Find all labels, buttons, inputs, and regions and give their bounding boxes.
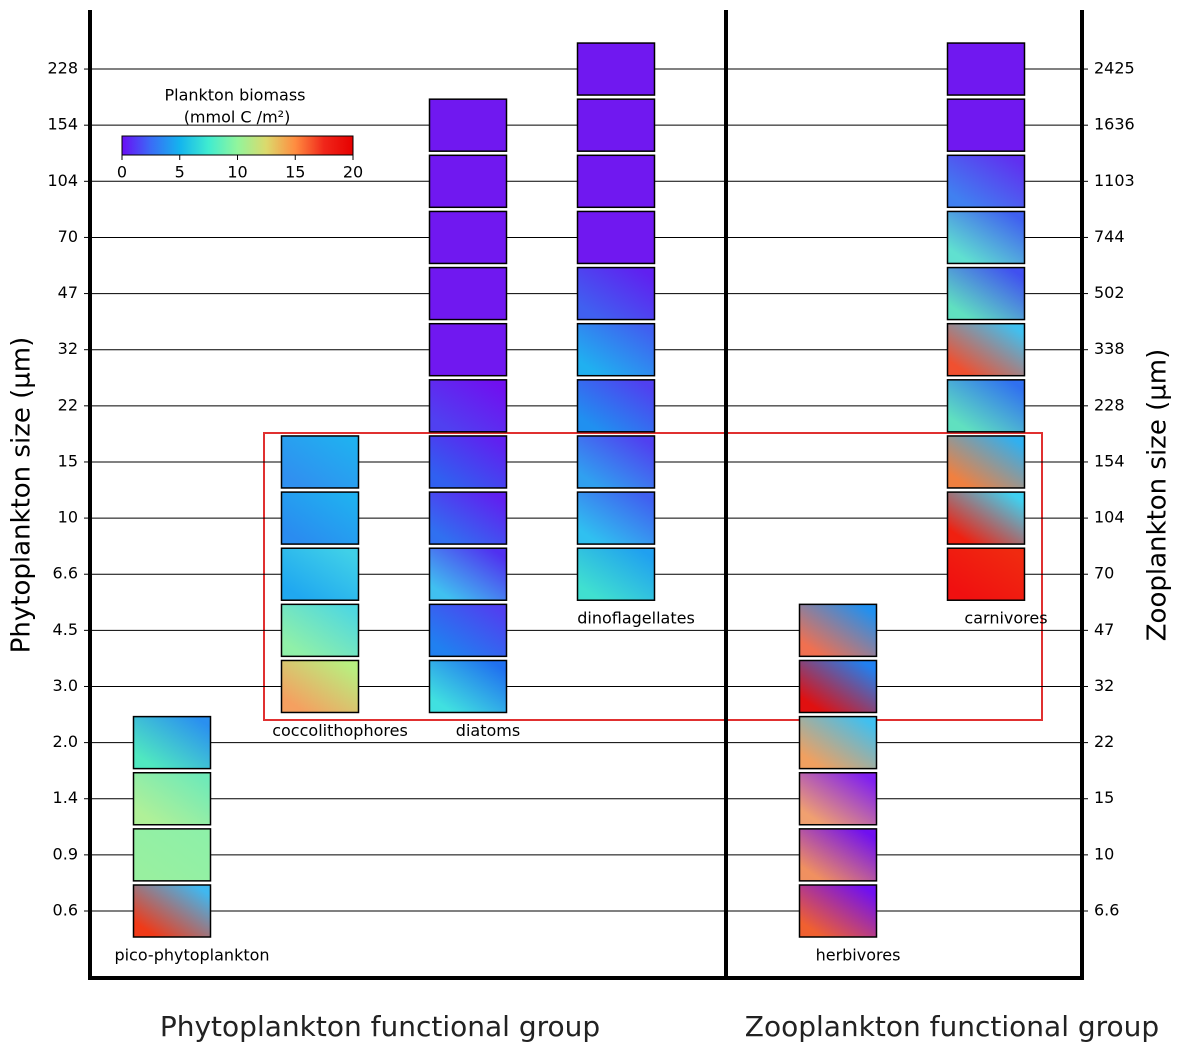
y-tick-label: 1.4 [53, 788, 78, 807]
heatmap-panel [132, 715, 212, 770]
group-label: carnivores [964, 609, 1047, 628]
group-label: diatoms [456, 721, 520, 740]
y-tick-label: 104 [47, 171, 78, 190]
heatmap-panel [946, 379, 1026, 433]
y-tick-label: 2.0 [53, 732, 78, 751]
y2-tick-label: 22 [1094, 732, 1114, 751]
y2-tick-label: 6.6 [1094, 901, 1119, 920]
heatmap-panel [132, 884, 212, 938]
heatmap-panel [280, 547, 360, 601]
heatmap-panel [576, 154, 656, 209]
y-tick-label: 47 [58, 283, 78, 302]
y2-tick-label: 1636 [1094, 115, 1135, 134]
y-tick-label: 0.6 [53, 901, 78, 920]
heatmap-panel [576, 379, 656, 433]
heatmap-panel [576, 210, 656, 265]
y2-tick-label: 502 [1094, 283, 1125, 302]
y-tick-label: 15 [58, 451, 78, 470]
y-tick-label: 228 [47, 59, 78, 78]
colorbar-tick-label: 0 [117, 163, 127, 182]
heatmap-panel [946, 266, 1026, 321]
y-axis-title: Phytoplankton size (µm) [7, 337, 37, 654]
y-tick-label: 154 [47, 115, 78, 134]
y2-tick-label: 1103 [1094, 171, 1135, 190]
heatmap-panel [946, 98, 1026, 152]
heatmap-panel [428, 154, 508, 209]
heatmap-panel [798, 659, 878, 714]
heatmap-panel [798, 771, 878, 826]
heatmap-panel [946, 322, 1026, 377]
colorbar-tick-label: 5 [175, 163, 185, 182]
heatmap-panel [946, 491, 1026, 545]
y-tick-label: 70 [58, 227, 78, 246]
heatmap-panel [576, 98, 656, 152]
heatmap-panel [576, 547, 656, 601]
heatmap-panel [280, 603, 360, 658]
y2-tick-label: 338 [1094, 339, 1125, 358]
heatmap-panel [280, 659, 360, 714]
group-title: Zooplankton functional group [745, 1010, 1159, 1043]
heatmap-panel [576, 322, 656, 377]
heatmap-panel [946, 154, 1026, 209]
y-tick-label: 4.5 [53, 620, 78, 639]
heatmap-panel [428, 379, 508, 433]
heatmap-panel [428, 491, 508, 545]
heatmap-panel [132, 828, 212, 882]
heatmap-panel [946, 210, 1026, 265]
y2-tick-label: 32 [1094, 676, 1114, 695]
y2-tick-label: 228 [1094, 395, 1125, 414]
y2-tick-label: 2425 [1094, 59, 1135, 78]
group-title: Phytoplankton functional group [160, 1010, 600, 1043]
heatmap-panel [280, 435, 360, 489]
group-label: coccolithophores [272, 721, 408, 740]
heatmap-panel [132, 771, 212, 826]
y-tick-label: 0.9 [53, 844, 78, 863]
heatmap-panel [576, 266, 656, 321]
heatmap-panel [428, 322, 508, 377]
heatmap-panel [428, 547, 508, 601]
y2-tick-label: 15 [1094, 788, 1114, 807]
group-label: pico-phytoplankton [114, 946, 269, 965]
y-tick-label: 10 [58, 508, 78, 527]
heatmap-panel [428, 659, 508, 714]
group-label: herbivores [816, 946, 901, 965]
y-tick-label: 6.6 [53, 564, 78, 583]
y2-tick-label: 47 [1094, 620, 1114, 639]
colorbar-tick-label: 10 [227, 163, 247, 182]
colorbar-title: Plankton biomass [164, 86, 305, 105]
colorbar-title: (mmol C /m²) [184, 108, 291, 127]
heatmap-panel [576, 491, 656, 545]
y2-tick-label: 104 [1094, 508, 1125, 527]
y2-tick-label: 154 [1094, 451, 1125, 470]
heatmap-panel [798, 603, 878, 658]
heatmap-panel [798, 884, 878, 938]
y2-tick-label: 744 [1094, 227, 1125, 246]
heatmap-panel [428, 210, 508, 265]
heatmap-panel [576, 42, 656, 96]
colorbar [121, 135, 354, 156]
highlight-box [263, 432, 1043, 721]
y-tick-label: 32 [58, 339, 78, 358]
heatmap-panel [428, 266, 508, 321]
heatmap-panel [576, 435, 656, 489]
heatmap-panel [428, 435, 508, 489]
y2-tick-label: 70 [1094, 564, 1114, 583]
heatmap-panel [428, 603, 508, 658]
heatmap-panel [798, 715, 878, 770]
heatmap-panel [428, 98, 508, 152]
y-tick-label: 22 [58, 395, 78, 414]
heatmap-panel [798, 828, 878, 882]
group-label: dinoflagellates [577, 609, 695, 628]
colorbar-tick-label: 15 [285, 163, 305, 182]
heatmap-panel [946, 435, 1026, 489]
heatmap-panel [946, 42, 1026, 96]
y2-tick-label: 10 [1094, 844, 1114, 863]
heatmap-panel [280, 491, 360, 545]
heatmap-panel [946, 547, 1026, 601]
y-tick-label: 3.0 [53, 676, 78, 695]
y2-axis-title: Zooplankton size (µm) [1143, 349, 1173, 642]
colorbar-tick-label: 20 [343, 163, 363, 182]
